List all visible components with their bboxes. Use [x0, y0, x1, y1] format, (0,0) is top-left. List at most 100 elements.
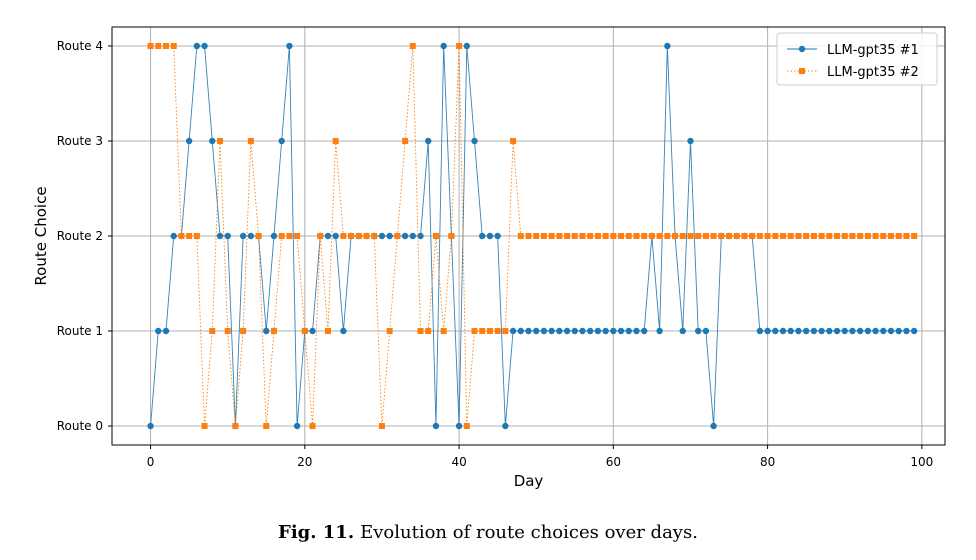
data-point: [887, 327, 895, 335]
data-point: [764, 327, 771, 335]
y-axis-title: Route Choice: [32, 186, 50, 285]
data-point: [533, 233, 540, 239]
data-point: [162, 43, 169, 49]
data-point: [162, 327, 170, 335]
data-point: [525, 327, 532, 335]
data-point: [841, 327, 848, 335]
data-point: [294, 233, 301, 239]
data-point: [247, 232, 255, 240]
data-point: [880, 233, 887, 239]
data-point: [247, 138, 254, 144]
data-point: [587, 327, 594, 335]
data-point: [641, 233, 648, 239]
data-point: [664, 42, 671, 50]
data-point: [216, 138, 223, 144]
x-tick-label: 0: [147, 455, 155, 469]
data-point: [834, 233, 841, 239]
data-point: [895, 327, 902, 335]
data-point: [425, 328, 432, 334]
x-tick-label: 100: [910, 455, 933, 469]
data-point: [903, 233, 910, 239]
data-point: [756, 233, 763, 239]
data-point: [440, 42, 447, 50]
data-point: [394, 233, 401, 239]
data-point: [749, 233, 756, 239]
data-point: [733, 233, 740, 239]
data-point: [772, 233, 779, 239]
data-point: [579, 233, 586, 239]
data-point: [455, 422, 463, 430]
data-point: [679, 233, 686, 239]
data-point: [672, 233, 679, 239]
data-point: [826, 233, 833, 239]
y-tick-label: Route 4: [57, 39, 103, 53]
data-point: [517, 233, 524, 239]
data-point: [371, 233, 378, 239]
data-point: [571, 233, 578, 239]
axis-ticks: 0 20 40 60 80 100 Route 0 Route 1 Route 2 Route 3…: [57, 39, 934, 469]
data-point: [687, 233, 694, 239]
x-axis-title: Day: [514, 472, 544, 490]
data-point: [617, 327, 625, 335]
y-tick-label: Route 3: [57, 134, 103, 148]
data-point: [348, 233, 355, 239]
data-point: [695, 233, 702, 239]
legend-label: LLM-gpt35 #1: [827, 43, 919, 58]
data-point: [849, 233, 856, 239]
data-point: [756, 327, 764, 335]
figure-caption-label: Fig. 11.: [278, 522, 355, 543]
data-point: [872, 327, 879, 335]
data-point: [833, 327, 841, 335]
data-point: [664, 233, 671, 239]
data-point: [864, 233, 871, 239]
data-point: [263, 423, 270, 429]
data-point: [903, 327, 910, 335]
data-point: [147, 43, 154, 49]
data-point: [779, 327, 787, 335]
data-point: [224, 232, 231, 240]
data-point: [432, 422, 440, 430]
x-tick-label: 20: [297, 455, 312, 469]
data-point: [386, 232, 393, 240]
data-point: [895, 233, 902, 239]
data-point: [849, 327, 856, 335]
data-point: [694, 327, 702, 335]
data-point: [857, 233, 864, 239]
data-point: [209, 137, 216, 145]
legend-label: LLM-gpt35 #2: [827, 65, 919, 80]
data-point: [270, 328, 277, 334]
figure-caption-text: Evolution of route choices over days.: [360, 522, 698, 543]
data-point: [548, 327, 555, 335]
data-point: [810, 233, 817, 239]
data-point: [594, 327, 602, 335]
data-point: [170, 232, 177, 240]
legend: LLM-gpt35 #1 LLM-gpt35 #2: [776, 32, 938, 86]
data-point: [209, 328, 216, 334]
data-point: [702, 327, 710, 335]
data-point: [579, 327, 586, 335]
legend-box: [776, 32, 938, 86]
data-point: [440, 328, 447, 334]
data-point: [239, 232, 247, 240]
data-point: [401, 232, 409, 240]
data-point: [795, 233, 802, 239]
data-point: [633, 327, 640, 335]
data-point: [640, 327, 648, 335]
data-point: [332, 138, 339, 144]
data-point: [386, 328, 393, 334]
data-point: [679, 327, 686, 335]
series-line: [150, 45, 915, 427]
data-point: [548, 233, 555, 239]
data-point: [486, 232, 494, 240]
data-point: [494, 232, 501, 240]
data-point: [263, 327, 270, 335]
data-point: [479, 232, 486, 240]
data-point: [633, 233, 640, 239]
legend-marker: [799, 68, 805, 74]
data-point: [911, 233, 918, 239]
data-point: [510, 138, 517, 144]
data-point: [780, 233, 787, 239]
data-point: [332, 232, 339, 240]
data-point: [741, 233, 748, 239]
data-point: [417, 328, 424, 334]
